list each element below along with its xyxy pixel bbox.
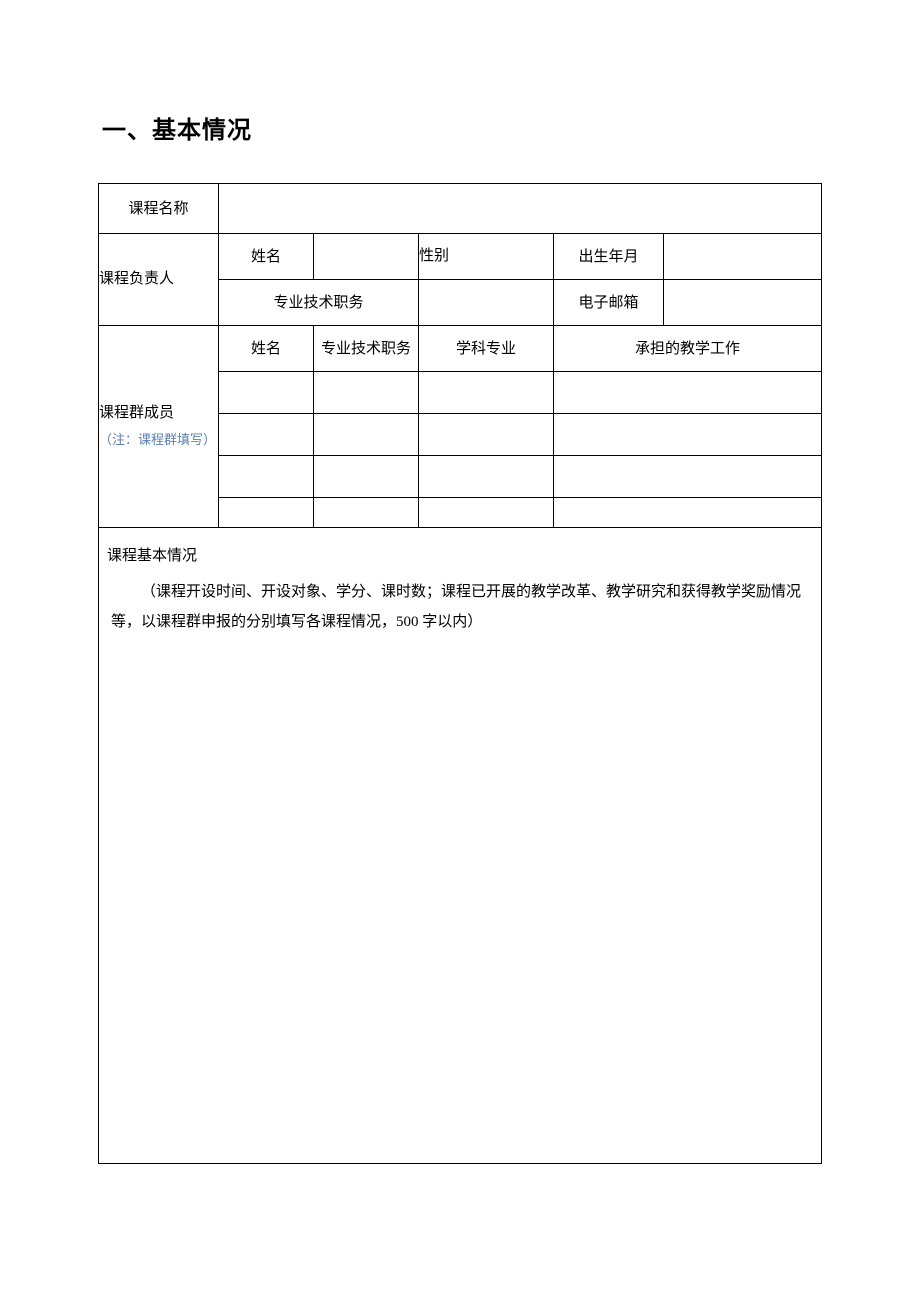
label-pro-title: 专业技术职务	[219, 280, 419, 326]
cell-member-4-subject	[419, 498, 554, 528]
members-group-note: （注：课程群填写）	[99, 432, 216, 447]
cell-member-3-subject	[419, 456, 554, 498]
course-basic-heading: 课程基本情况	[107, 540, 813, 573]
cell-member-3-work	[554, 456, 822, 498]
header-member-subject: 学科专业	[419, 326, 554, 372]
page-root: 一、基本情况 课程名称 课程负责人 姓名 性别 出生年月 专业技术职务 电子邮箱	[0, 0, 920, 1164]
label-email: 电子邮箱	[554, 280, 664, 326]
label-course-leader: 课程负责人	[99, 234, 219, 326]
value-leader-dob	[664, 234, 822, 280]
cell-member-1-title	[314, 372, 419, 414]
label-name: 姓名	[219, 234, 314, 280]
members-group-label: 课程群成员	[99, 405, 174, 421]
label-gender: 性别	[419, 234, 554, 280]
label-course-name: 课程名称	[99, 184, 219, 234]
section-heading: 一、基本情况	[102, 110, 822, 145]
cell-member-1-subject	[419, 372, 554, 414]
course-basic-desc: （课程开设时间、开设对象、学分、课时数；课程已开展的教学改革、教学研究和获得教学…	[105, 577, 813, 637]
basic-info-table: 课程名称 课程负责人 姓名 性别 出生年月 专业技术职务 电子邮箱 课程群成员 …	[98, 183, 822, 528]
cell-member-3-name	[219, 456, 314, 498]
cell-member-2-work	[554, 414, 822, 456]
cell-member-2-title	[314, 414, 419, 456]
cell-member-2-subject	[419, 414, 554, 456]
label-dob: 出生年月	[554, 234, 664, 280]
course-basic-section: 课程基本情况 （课程开设时间、开设对象、学分、课时数；课程已开展的教学改革、教学…	[98, 528, 822, 1164]
label-members-group: 课程群成员 （注：课程群填写）	[99, 326, 219, 528]
cell-member-4-name	[219, 498, 314, 528]
cell-member-1-name	[219, 372, 314, 414]
value-pro-title	[419, 280, 554, 326]
row-leader-1: 课程负责人 姓名 性别 出生年月	[99, 234, 822, 280]
row-members-header: 课程群成员 （注：课程群填写） 姓名 专业技术职务 学科专业 承担的教学工作	[99, 326, 822, 372]
value-course-name	[219, 184, 822, 234]
cell-member-2-name	[219, 414, 314, 456]
row-course-name: 课程名称	[99, 184, 822, 234]
header-member-work: 承担的教学工作	[554, 326, 822, 372]
cell-member-4-work	[554, 498, 822, 528]
cell-member-1-work	[554, 372, 822, 414]
header-member-title: 专业技术职务	[314, 326, 419, 372]
header-member-name: 姓名	[219, 326, 314, 372]
cell-member-3-title	[314, 456, 419, 498]
cell-member-4-title	[314, 498, 419, 528]
value-email	[664, 280, 822, 326]
value-leader-name	[314, 234, 419, 280]
